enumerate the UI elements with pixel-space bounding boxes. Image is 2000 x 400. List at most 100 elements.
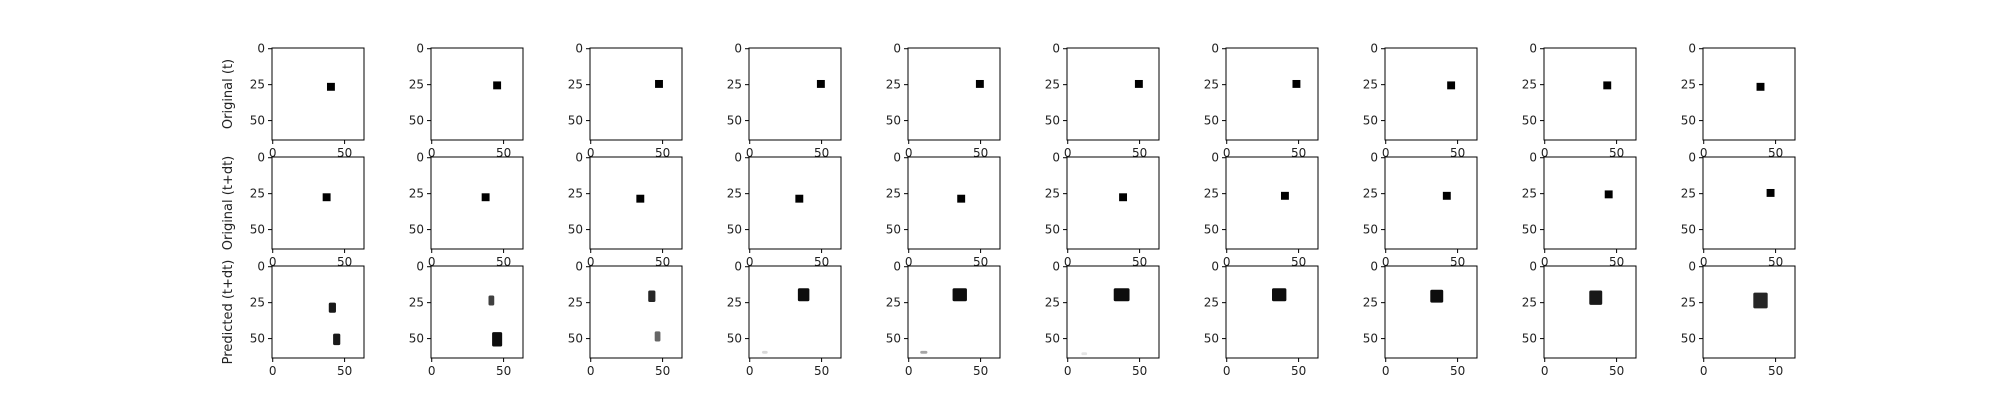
y-tick-label: 25: [1681, 78, 1696, 92]
x-tick-label: 50: [655, 146, 670, 160]
y-tick-label: 0: [1211, 151, 1219, 165]
square-mark: [975, 79, 984, 88]
x-tick-label: 0: [1382, 146, 1390, 160]
x-tick-label: 0: [746, 364, 754, 378]
y-tick-label: 50: [727, 114, 742, 128]
y-tick-label: 25: [1363, 296, 1378, 310]
square-mark: [655, 79, 663, 88]
square-mark: [957, 194, 966, 203]
x-tick-label: 0: [1382, 364, 1390, 378]
panel-frame: [589, 265, 683, 359]
y-tick-label: 50: [1204, 114, 1219, 128]
y-tick-label: 50: [886, 114, 901, 128]
x-tick-label: 50: [337, 364, 352, 378]
image-panel: 0 25 50 0 50: [1204, 260, 1319, 378]
y-tick-label: 50: [1363, 223, 1378, 237]
y-tick-label: 0: [1529, 42, 1537, 56]
y-tick-label: 0: [257, 42, 265, 56]
image-panel: 0 25 50 0 50: [1522, 260, 1637, 378]
panel-frame: [1066, 265, 1160, 359]
y-tick-label: 0: [1370, 151, 1378, 165]
y-tick-label: 0: [575, 260, 583, 274]
panel-frame: [271, 265, 365, 359]
panel-frame: [1543, 47, 1637, 141]
panel-frame: [1543, 265, 1637, 359]
square-mark: [1119, 193, 1128, 202]
x-tick-label: 50: [337, 255, 352, 269]
y-tick-label: 25: [568, 296, 583, 310]
predicted-blob: [761, 350, 768, 354]
x-tick-label: 50: [655, 255, 670, 269]
y-tick-label: 50: [727, 223, 742, 237]
panel-frame: [1225, 265, 1319, 359]
y-tick-label: 0: [416, 260, 424, 274]
y-tick-label: 50: [568, 223, 583, 237]
square-mark: [1766, 188, 1775, 197]
x-tick-label: 0: [1541, 146, 1549, 160]
square-mark: [1447, 81, 1456, 90]
x-tick-label: 0: [905, 255, 913, 269]
image-panel: 0 25 50 0 50: [1522, 151, 1637, 269]
image-panel: 0 25 50 0 50: [1045, 42, 1160, 160]
y-tick-label: 25: [727, 296, 742, 310]
panel-frame: [271, 156, 365, 250]
panel-frame: [1384, 265, 1478, 359]
panel-frame: [907, 156, 1001, 250]
square-mark: [493, 81, 502, 90]
predicted-blob: [1081, 352, 1088, 356]
panel-frame: [907, 265, 1001, 359]
x-tick-label: 0: [1064, 364, 1072, 378]
x-tick-label: 50: [1609, 255, 1624, 269]
predicted-blob: [333, 333, 341, 346]
panel-frame: [430, 265, 524, 359]
x-tick-label: 0: [1223, 364, 1231, 378]
panel-frame: [1225, 47, 1319, 141]
y-tick-label: 0: [416, 151, 424, 165]
y-tick-label: 0: [575, 42, 583, 56]
x-tick-label: 50: [973, 364, 988, 378]
row-label: Original (t): [221, 59, 236, 129]
y-tick-label: 25: [886, 296, 901, 310]
panel-frame: [1702, 265, 1796, 359]
square-mark: [1604, 190, 1613, 199]
x-tick-label: 50: [1609, 146, 1624, 160]
y-tick-label: 50: [1045, 332, 1060, 346]
image-panel: 0 25 50 0 50: [727, 260, 842, 378]
y-tick-label: 50: [568, 332, 583, 346]
x-tick-label: 0: [1064, 146, 1072, 160]
y-tick-label: 0: [1370, 42, 1378, 56]
y-tick-label: 50: [1363, 332, 1378, 346]
y-tick-label: 0: [1688, 260, 1696, 274]
predicted-blob: [328, 302, 336, 313]
predicted-blob: [797, 288, 810, 302]
panel-frame: [748, 156, 842, 250]
panel-frame: [430, 47, 524, 141]
y-tick-label: 25: [1045, 187, 1060, 201]
y-tick-label: 50: [568, 114, 583, 128]
x-tick-label: 50: [655, 364, 670, 378]
y-tick-label: 0: [1211, 42, 1219, 56]
x-tick-label: 0: [587, 146, 595, 160]
y-tick-label: 50: [1204, 223, 1219, 237]
x-tick-label: 50: [1768, 255, 1783, 269]
image-panel: 0 25 50 0 50: [250, 42, 365, 160]
square-mark: [481, 193, 490, 202]
y-tick-label: 0: [1052, 260, 1060, 274]
panel-frame: [589, 156, 683, 250]
x-tick-label: 50: [1450, 255, 1465, 269]
x-tick-label: 0: [746, 255, 754, 269]
y-tick-label: 25: [1204, 296, 1219, 310]
image-panel: 0 25 50 0 50: [1204, 151, 1319, 269]
square-mark: [816, 79, 825, 88]
x-tick-label: 50: [1132, 146, 1147, 160]
y-tick-label: 50: [1522, 114, 1537, 128]
row-label: Original (t+dt): [221, 156, 236, 251]
y-tick-label: 50: [1681, 114, 1696, 128]
predicted-blob: [654, 331, 661, 342]
image-panel: 0 25 50 0 50: [568, 151, 683, 269]
predicted-blob: [952, 288, 967, 302]
image-panel: 0 25 50 0 50: [1522, 42, 1637, 160]
x-tick-label: 0: [587, 255, 595, 269]
predicted-blob: [488, 295, 495, 306]
y-tick-label: 50: [1681, 332, 1696, 346]
